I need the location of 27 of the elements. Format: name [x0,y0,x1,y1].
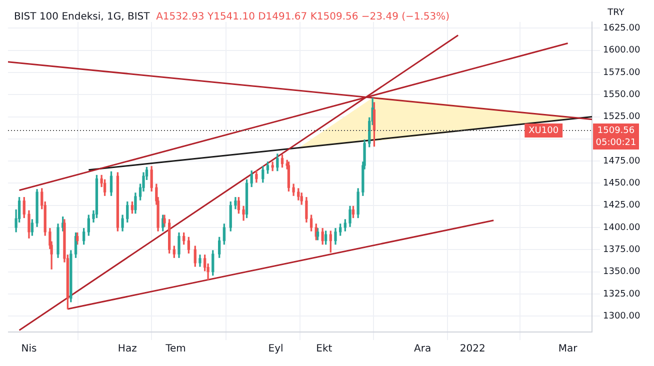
y-tick-label: 1350.00 [603,267,640,278]
y-tick-label: 1625.00 [603,24,640,34]
y-tick-label: 1450.00 [603,178,640,189]
annotation: XU100 [528,126,559,136]
ref-line-label: 1509.56 [597,126,635,136]
y-tick-label: 1375.00 [603,244,640,255]
chart-subtitle: A1532.93 Y1541.10 D1491.67 K1509.56 −23.49 (−1.53%) [156,12,450,23]
x-tick-label: Ekt [316,344,332,355]
y-tick-label: 1400.00 [603,222,640,233]
text: 05:00:21 [596,138,636,148]
y-tick-label: 1475.00 [603,156,640,166]
text: TRY [606,8,625,18]
x-tick-label: Nis [21,344,37,355]
y-tick-label: 1325.00 [603,289,640,300]
x-tick-label: Haz [118,344,137,355]
y-tick-label: 1600.00 [603,46,640,56]
y-tick-label: 1575.00 [603,68,640,78]
x-tick-label: 2022 [460,344,486,355]
x-tick-label: Eyl [268,344,284,355]
y-tick-label: 1550.00 [603,90,640,100]
x-tick-label: Tem [164,344,186,355]
y-tick-label: 1525.00 [603,112,640,122]
x-tick-label: Mar [558,344,578,355]
chart-title: BIST 100 Endeksi, 1G, BIST [14,12,151,23]
y-tick-label: 1425.00 [603,200,640,211]
y-tick-label: 1300.00 [603,311,640,322]
x-tick-label: Ara [414,344,432,355]
